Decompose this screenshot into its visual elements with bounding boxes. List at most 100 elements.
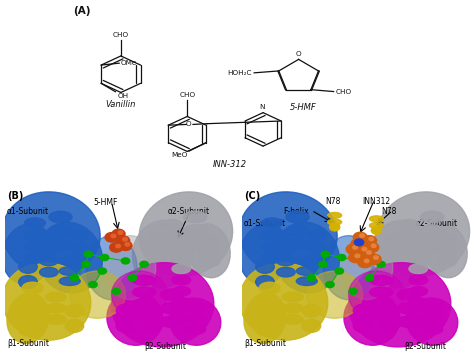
Ellipse shape xyxy=(381,306,400,317)
Text: HOH₂C: HOH₂C xyxy=(228,70,252,76)
Circle shape xyxy=(82,261,90,267)
Ellipse shape xyxy=(199,257,219,267)
Text: α2-Subunit: α2-Subunit xyxy=(167,207,210,216)
Ellipse shape xyxy=(25,242,46,252)
Ellipse shape xyxy=(185,302,206,312)
Ellipse shape xyxy=(369,299,392,309)
Text: α1-Subunit: α1-Subunit xyxy=(7,207,49,216)
Ellipse shape xyxy=(323,236,374,300)
Ellipse shape xyxy=(259,309,280,321)
Text: α1-Subunit: α1-Subunit xyxy=(244,219,286,228)
Circle shape xyxy=(117,236,130,246)
Ellipse shape xyxy=(160,302,183,314)
Ellipse shape xyxy=(409,286,428,296)
Ellipse shape xyxy=(369,220,430,288)
Text: (A): (A) xyxy=(73,6,91,16)
Ellipse shape xyxy=(286,238,309,250)
Ellipse shape xyxy=(409,242,428,251)
Ellipse shape xyxy=(307,242,325,253)
Circle shape xyxy=(319,261,327,267)
Ellipse shape xyxy=(262,218,283,228)
Ellipse shape xyxy=(262,242,283,252)
Ellipse shape xyxy=(381,319,400,331)
Text: MeO: MeO xyxy=(171,152,187,158)
Circle shape xyxy=(346,244,360,254)
Circle shape xyxy=(89,281,97,288)
Circle shape xyxy=(365,275,374,281)
Circle shape xyxy=(351,239,365,249)
Ellipse shape xyxy=(139,192,233,276)
Text: β2-Subunit: β2-Subunit xyxy=(404,342,447,351)
Ellipse shape xyxy=(183,211,207,223)
Ellipse shape xyxy=(25,230,46,240)
Ellipse shape xyxy=(296,277,317,285)
Ellipse shape xyxy=(353,320,372,332)
Circle shape xyxy=(109,243,123,252)
Ellipse shape xyxy=(170,298,221,345)
Circle shape xyxy=(355,239,364,246)
Ellipse shape xyxy=(409,264,428,274)
Ellipse shape xyxy=(307,271,363,318)
Ellipse shape xyxy=(344,291,400,345)
Ellipse shape xyxy=(328,219,342,225)
Circle shape xyxy=(121,258,130,264)
Circle shape xyxy=(128,275,137,281)
Ellipse shape xyxy=(49,225,72,236)
Ellipse shape xyxy=(2,192,100,276)
Ellipse shape xyxy=(144,319,163,331)
Circle shape xyxy=(123,238,128,241)
Circle shape xyxy=(367,254,381,264)
Text: CHO: CHO xyxy=(113,32,129,38)
Ellipse shape xyxy=(39,267,58,277)
Ellipse shape xyxy=(399,220,419,230)
Ellipse shape xyxy=(369,287,392,297)
Text: CHO: CHO xyxy=(336,89,352,94)
Circle shape xyxy=(353,232,367,242)
Ellipse shape xyxy=(2,224,54,284)
Circle shape xyxy=(98,268,107,274)
Ellipse shape xyxy=(149,233,167,246)
Circle shape xyxy=(358,258,367,264)
Ellipse shape xyxy=(18,308,37,321)
Ellipse shape xyxy=(369,223,383,228)
Circle shape xyxy=(360,234,365,237)
Ellipse shape xyxy=(107,291,163,345)
Ellipse shape xyxy=(259,296,280,307)
Text: β2-Subunit: β2-Subunit xyxy=(144,342,186,351)
Ellipse shape xyxy=(172,242,191,251)
Ellipse shape xyxy=(46,303,66,313)
Ellipse shape xyxy=(274,222,339,293)
Circle shape xyxy=(321,251,329,257)
Circle shape xyxy=(125,243,130,246)
Ellipse shape xyxy=(296,257,317,265)
Circle shape xyxy=(112,288,120,294)
Ellipse shape xyxy=(259,282,280,294)
Circle shape xyxy=(356,246,370,256)
Ellipse shape xyxy=(185,325,206,334)
Ellipse shape xyxy=(25,218,46,228)
Ellipse shape xyxy=(283,292,303,302)
Ellipse shape xyxy=(39,256,58,266)
Ellipse shape xyxy=(172,275,191,285)
Ellipse shape xyxy=(409,253,428,262)
Ellipse shape xyxy=(132,287,155,297)
Circle shape xyxy=(116,244,120,248)
Circle shape xyxy=(358,257,372,268)
Text: O: O xyxy=(296,51,301,57)
Ellipse shape xyxy=(116,304,135,317)
Ellipse shape xyxy=(199,235,219,244)
Ellipse shape xyxy=(328,213,342,218)
Circle shape xyxy=(100,255,109,261)
Ellipse shape xyxy=(409,275,428,285)
Ellipse shape xyxy=(7,293,49,344)
Ellipse shape xyxy=(302,320,321,332)
Ellipse shape xyxy=(302,304,321,317)
Ellipse shape xyxy=(172,286,191,296)
Ellipse shape xyxy=(255,323,274,336)
Circle shape xyxy=(367,251,371,254)
Ellipse shape xyxy=(49,211,72,223)
Text: OMe: OMe xyxy=(121,60,137,66)
Text: INN312: INN312 xyxy=(363,197,391,206)
Text: 5-HMF: 5-HMF xyxy=(290,103,317,112)
Ellipse shape xyxy=(376,192,470,276)
